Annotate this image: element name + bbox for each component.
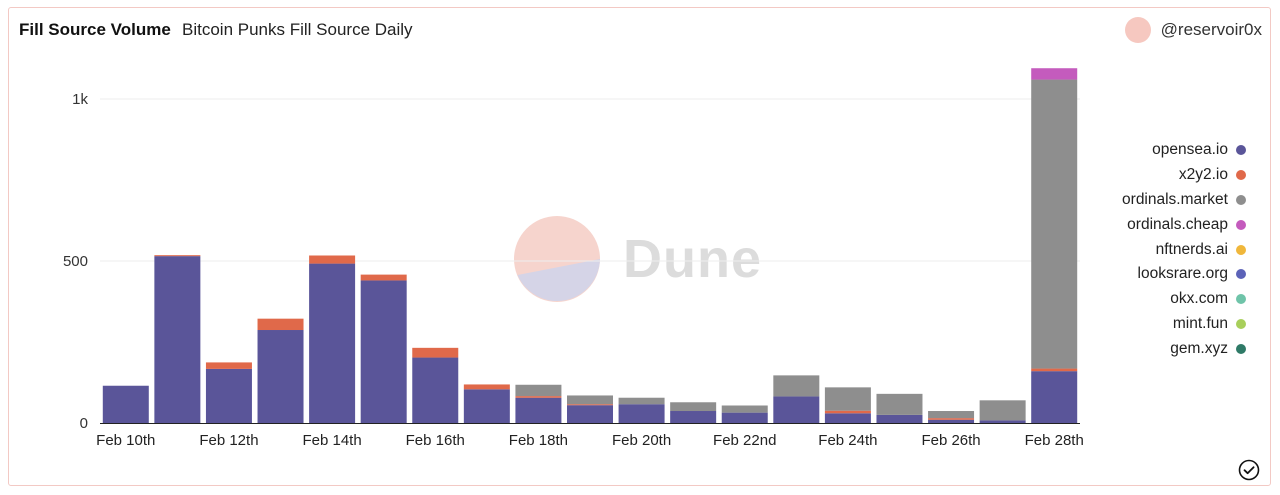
bar-segment bbox=[257, 330, 304, 423]
bar-segment bbox=[567, 404, 613, 406]
bar-segment bbox=[205, 362, 252, 369]
legend-label: okx.com bbox=[1170, 290, 1228, 308]
x-tick-label: Feb 10th bbox=[96, 432, 155, 449]
legend-item[interactable]: nftnerds.ai bbox=[1122, 237, 1246, 262]
legend-item[interactable]: ordinals.market bbox=[1122, 188, 1246, 213]
bar-segment bbox=[463, 389, 510, 423]
bar-segment bbox=[515, 396, 562, 398]
legend-label: ordinals.cheap bbox=[1127, 215, 1228, 233]
x-tick-label: Feb 16th bbox=[406, 432, 465, 449]
bar-segment bbox=[154, 256, 201, 423]
avatar-icon bbox=[1124, 17, 1151, 43]
bar-segment bbox=[515, 397, 562, 423]
brand-name: @reservoir0x bbox=[1160, 20, 1262, 39]
legend-swatch bbox=[1236, 194, 1246, 205]
legend-label: x2y2.io bbox=[1178, 166, 1228, 184]
legend-label: looksrare.org bbox=[1137, 265, 1228, 283]
bar-segment bbox=[515, 384, 562, 397]
bar-segment bbox=[928, 411, 975, 419]
bar-segment bbox=[205, 368, 252, 423]
bar-segment bbox=[567, 405, 613, 423]
bar-segment bbox=[360, 280, 407, 423]
legend-item[interactable]: mint.fun bbox=[1122, 312, 1246, 337]
bar-segment bbox=[928, 419, 975, 423]
bar-segment bbox=[670, 402, 717, 412]
bar-segment bbox=[824, 410, 871, 414]
x-tick-label: Feb 22nd bbox=[713, 432, 776, 449]
chart-title: Fill Source Volume bbox=[19, 20, 171, 39]
legend-swatch bbox=[1236, 269, 1246, 280]
bar-segment bbox=[360, 274, 407, 281]
bar-segment bbox=[618, 404, 665, 423]
chart-legend: opensea.io x2y2.io ordinals.market ordinals… bbox=[1122, 138, 1246, 361]
bar-segment bbox=[979, 400, 1026, 421]
bar-segment bbox=[309, 255, 356, 264]
legend-item[interactable]: gem.xyz bbox=[1122, 336, 1246, 361]
y-tick-label: 1k bbox=[72, 91, 88, 108]
bar-segment bbox=[463, 384, 510, 390]
bar-segment bbox=[257, 318, 304, 331]
x-tick-label: Feb 18th bbox=[509, 432, 568, 449]
legend-swatch bbox=[1236, 318, 1246, 329]
legend-swatch bbox=[1236, 343, 1246, 354]
brand[interactable]: @reservoir0x bbox=[1124, 17, 1262, 43]
bar-segment bbox=[773, 396, 820, 423]
bar-segment bbox=[154, 255, 201, 257]
legend-item[interactable]: okx.com bbox=[1122, 287, 1246, 312]
bar-segment bbox=[1031, 368, 1078, 372]
bar-segment bbox=[824, 413, 871, 423]
bar-segment bbox=[721, 412, 768, 423]
x-tick-label: Feb 26th bbox=[921, 432, 980, 449]
legend-item[interactable]: opensea.io bbox=[1122, 138, 1246, 163]
legend-swatch bbox=[1236, 145, 1246, 156]
bar-segment bbox=[412, 347, 459, 358]
legend-label: nftnerds.ai bbox=[1155, 240, 1228, 258]
legend-swatch bbox=[1236, 219, 1246, 230]
bar-segment bbox=[102, 385, 149, 423]
bar-segment bbox=[567, 395, 613, 405]
bar-segment bbox=[876, 414, 923, 423]
check-circle-icon[interactable] bbox=[1238, 459, 1260, 481]
legend-item[interactable]: ordinals.cheap bbox=[1122, 212, 1246, 237]
legend-label: mint.fun bbox=[1172, 314, 1228, 332]
bar-segment bbox=[773, 375, 820, 397]
x-tick-label: Feb 14th bbox=[302, 432, 361, 449]
legend-swatch bbox=[1236, 294, 1246, 305]
legend-swatch bbox=[1236, 244, 1246, 255]
legend-item[interactable]: looksrare.org bbox=[1122, 262, 1246, 287]
bar-segment bbox=[979, 420, 1026, 423]
y-tick-label: 500 bbox=[63, 253, 88, 270]
x-tick-label: Feb 24th bbox=[818, 432, 877, 449]
bar-segment bbox=[309, 263, 356, 423]
bar-segment bbox=[876, 393, 923, 415]
y-tick-label: 0 bbox=[80, 415, 88, 432]
bar-segment bbox=[412, 357, 459, 423]
bar-segment bbox=[670, 411, 717, 423]
x-tick-label: Feb 20th bbox=[612, 432, 671, 449]
chart-subtitle: Bitcoin Punks Fill Source Daily bbox=[182, 20, 413, 39]
x-tick-label: Feb 12th bbox=[199, 432, 258, 449]
bar-segment bbox=[1031, 68, 1078, 80]
bar-segment bbox=[1031, 371, 1078, 423]
bar-segment bbox=[928, 418, 975, 420]
legend-label: opensea.io bbox=[1152, 141, 1228, 159]
x-tick-label: Feb 28th bbox=[1025, 432, 1084, 449]
legend-item[interactable]: x2y2.io bbox=[1122, 163, 1246, 188]
legend-label: gem.xyz bbox=[1170, 339, 1228, 357]
bar-segment bbox=[1031, 79, 1078, 369]
legend-swatch bbox=[1236, 170, 1246, 181]
bar-segment bbox=[618, 397, 665, 405]
bar-segment bbox=[721, 405, 768, 413]
legend-label: ordinals.market bbox=[1122, 190, 1228, 208]
bar-segment bbox=[824, 387, 871, 411]
